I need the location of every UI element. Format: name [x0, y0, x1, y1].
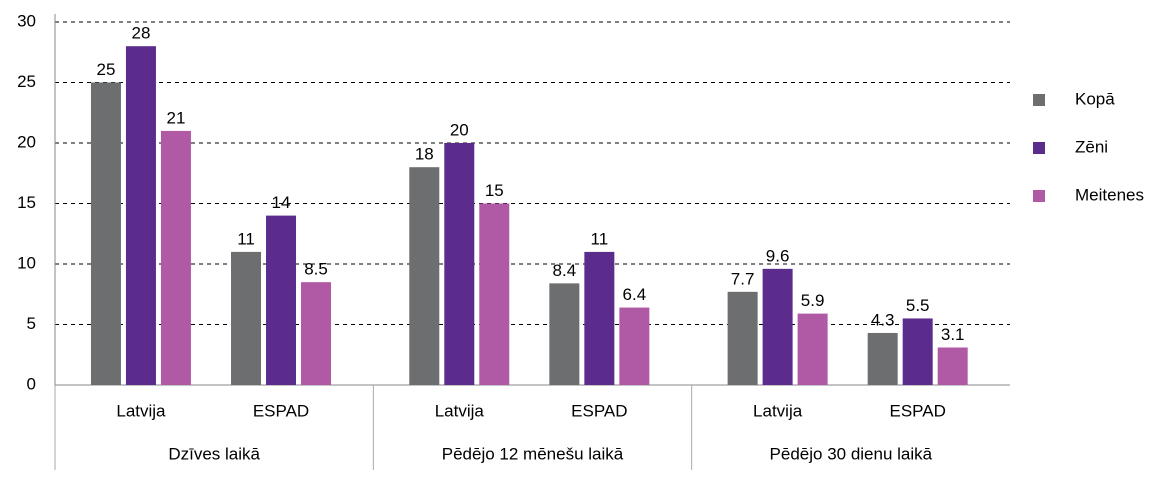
- bar: [125, 46, 156, 385]
- y-tick-label: 25: [17, 72, 36, 91]
- y-tick-label: 20: [17, 132, 36, 151]
- x-tick-label: Latvija: [753, 401, 803, 420]
- data-label: 18: [415, 145, 434, 164]
- data-label: 3.1: [941, 325, 965, 344]
- bar: [619, 307, 650, 385]
- group-label: Pēdējo 12 mēnešu laikā: [442, 444, 624, 463]
- y-tick-label: 10: [17, 253, 36, 272]
- legend-label: Meitenes: [1075, 185, 1144, 204]
- x-tick-label: ESPAD: [571, 401, 627, 420]
- bar: [90, 82, 121, 385]
- bar: [937, 347, 968, 385]
- data-label: 4.3: [871, 310, 895, 329]
- y-tick-label: 5: [27, 314, 36, 333]
- legend-swatch: [1033, 142, 1045, 154]
- data-label: 25: [96, 60, 115, 79]
- x-tick-label: ESPAD: [889, 401, 945, 420]
- group-label: Pēdējo 30 dienu laikā: [770, 444, 933, 463]
- x-tick-label: ESPAD: [253, 401, 309, 420]
- legend-swatch: [1033, 94, 1045, 106]
- data-label: 20: [450, 120, 469, 139]
- group-label: Dzīves laikā: [168, 444, 260, 463]
- bar: [549, 283, 580, 385]
- data-label: 8.4: [553, 261, 577, 280]
- bar: [867, 332, 898, 385]
- bar: [762, 268, 793, 385]
- bar: [479, 203, 510, 385]
- legend-label: Kopā: [1075, 89, 1115, 108]
- data-label: 21: [166, 108, 185, 127]
- data-label: 28: [131, 24, 150, 43]
- bar: [902, 318, 933, 385]
- bar: [409, 167, 440, 385]
- bar: [727, 291, 758, 385]
- data-label: 11: [591, 229, 609, 248]
- bar: [584, 251, 615, 385]
- data-label: 5.5: [906, 296, 930, 315]
- data-label: 15: [485, 181, 504, 200]
- bar: [797, 313, 828, 385]
- data-label: 11: [237, 229, 255, 248]
- y-tick-label: 0: [27, 374, 36, 393]
- bar: [301, 282, 332, 385]
- y-tick-label: 15: [17, 193, 36, 212]
- data-label: 8.5: [304, 260, 328, 279]
- x-tick-label: Latvija: [435, 401, 485, 420]
- bar: [266, 215, 297, 385]
- bar: [231, 251, 262, 385]
- bar: [444, 143, 475, 385]
- bar: [160, 130, 191, 385]
- y-tick-label: 30: [17, 11, 36, 30]
- legend-swatch: [1033, 190, 1045, 202]
- data-label: 6.4: [623, 285, 647, 304]
- legend-label: Zēni: [1075, 137, 1108, 156]
- data-label: 7.7: [731, 269, 755, 288]
- data-label: 5.9: [801, 291, 825, 310]
- data-label: 9.6: [766, 246, 790, 265]
- data-label: 14: [272, 193, 291, 212]
- x-tick-label: Latvija: [116, 401, 166, 420]
